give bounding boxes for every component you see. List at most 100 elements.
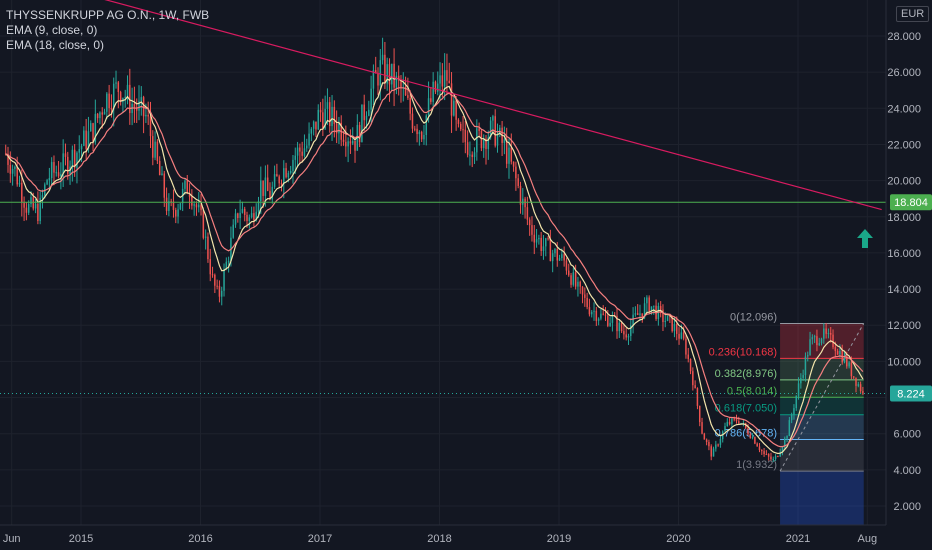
ema-lines (5, 75, 864, 455)
candle-body (83, 130, 85, 146)
ema9-legend[interactable]: EMA (9, close, 0) (6, 23, 98, 37)
candle-body (607, 315, 609, 326)
candle-body (306, 145, 308, 149)
candle-body (377, 73, 379, 86)
candle-body (271, 186, 274, 200)
candle-body (777, 456, 779, 458)
candle-body (283, 168, 285, 184)
candle-body (678, 333, 680, 339)
candle-body (551, 253, 554, 262)
candle-body (593, 310, 595, 312)
candle-body (124, 96, 126, 98)
candle-body (27, 204, 30, 213)
ema18-line (5, 87, 864, 448)
candle-body (747, 427, 749, 435)
candle-body (788, 420, 791, 437)
candle-body (639, 313, 641, 315)
candle-body (772, 458, 775, 460)
candle-body (152, 136, 154, 158)
candle-body (115, 82, 117, 84)
candle-body (630, 325, 632, 336)
candle-body (218, 285, 221, 297)
candle-body (600, 313, 602, 319)
candle-body (87, 131, 90, 149)
candle-body (234, 213, 237, 225)
candle-body (473, 152, 476, 158)
candle-body (126, 84, 129, 97)
fib-zone (780, 379, 864, 398)
candle-body (94, 113, 97, 143)
symbol-title[interactable]: THYSSENKRUPP AG O.N., 1W, FWB (6, 8, 210, 22)
candle-body (512, 161, 515, 167)
candle-body (347, 141, 349, 147)
candle-body (103, 111, 106, 115)
currency-button[interactable]: EUR (896, 6, 930, 22)
candle-body (195, 204, 198, 208)
candle-body (809, 339, 811, 356)
candle-body (489, 120, 492, 138)
candle-body (57, 172, 60, 177)
candle-body (216, 285, 218, 287)
candle-body (220, 290, 223, 297)
candle-body (579, 281, 581, 287)
candle-body (685, 338, 687, 355)
candle-body (262, 180, 264, 196)
candle-body (813, 336, 816, 338)
candle-body (269, 190, 271, 200)
candle-body (257, 201, 260, 212)
candle-body (67, 156, 69, 175)
y-tick-label: 4.000 (893, 465, 921, 477)
candle-body (202, 210, 205, 238)
candle-body (140, 97, 143, 102)
candle-body (843, 355, 846, 363)
candle-body (636, 313, 639, 315)
candle-body (694, 385, 696, 389)
candle-body (361, 104, 363, 143)
candle-body (545, 238, 547, 247)
candle-body (556, 249, 559, 261)
candle-body (528, 219, 531, 226)
candle-body (441, 75, 444, 87)
candle-body (207, 236, 209, 260)
candle-body (55, 172, 58, 174)
candle-body (731, 418, 733, 425)
candle-body (335, 123, 338, 134)
candle-body (338, 122, 340, 134)
candle-body (101, 112, 103, 115)
candle-body (779, 452, 781, 457)
candle-body (243, 208, 246, 215)
candle-body (423, 135, 425, 140)
candle-body (682, 332, 685, 339)
candle-body (409, 97, 411, 114)
candle-body (547, 238, 549, 240)
candle-body (16, 166, 18, 185)
fib-zone (780, 414, 864, 440)
candle-body (625, 334, 627, 338)
y-tick-label: 6.000 (893, 429, 921, 441)
candle-body (388, 64, 391, 85)
candle-body (623, 331, 625, 335)
candle-body (250, 213, 253, 218)
candle-body (480, 130, 483, 149)
candle-body (802, 375, 804, 378)
y-tick-label: 20.000 (887, 176, 921, 188)
fib-trend-line (779, 323, 865, 472)
candle-body (308, 133, 310, 146)
candle-body (558, 258, 561, 261)
candle-body (301, 151, 303, 156)
candle-body (246, 214, 248, 221)
candles (4, 37, 864, 463)
candle-body (820, 338, 823, 344)
candle-body (223, 269, 225, 291)
fib-level-label: 0.382(8.976) (715, 368, 777, 380)
ema18-legend[interactable]: EMA (18, close, 0) (6, 38, 105, 52)
candle-body (331, 106, 333, 127)
candle-body (106, 93, 108, 112)
candle-body (540, 237, 542, 251)
candle-body (620, 322, 623, 332)
candle-body (407, 95, 409, 98)
x-tick-label: Aug (858, 533, 878, 545)
drawn-lines[interactable] (0, 0, 886, 394)
candle-body (372, 70, 375, 89)
